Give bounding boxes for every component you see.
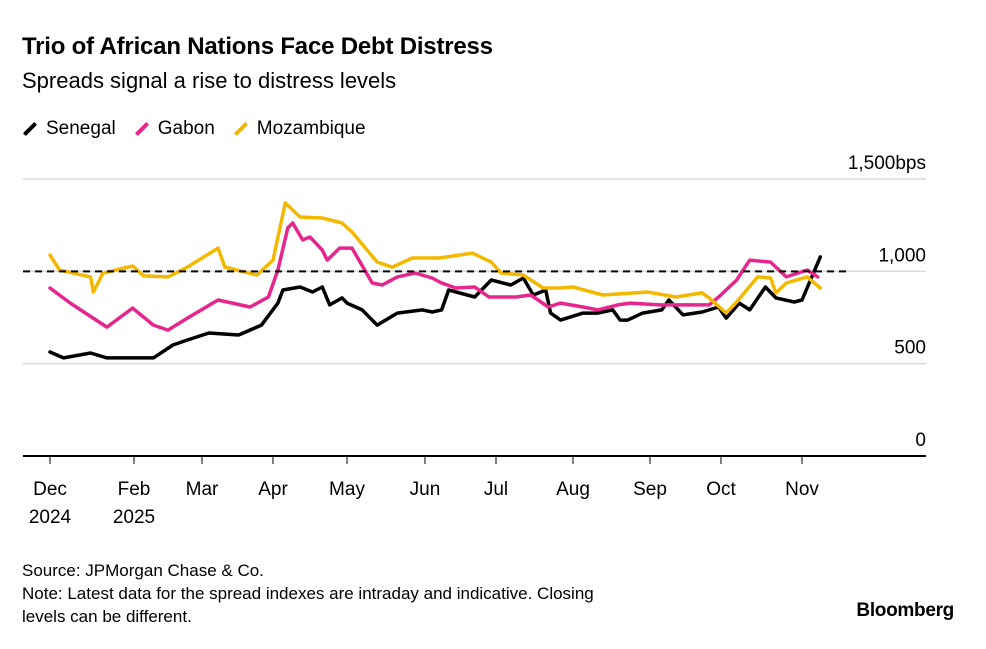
x-tick-label: Aug [556, 479, 590, 500]
chart-subtitle: Spreads signal a rise to distress levels [22, 68, 397, 93]
x-tick-label: Jun [410, 479, 441, 500]
x-tick-label: Oct [706, 479, 736, 500]
bloomberg-logo: Bloomberg [856, 600, 954, 621]
x-tick-label: Jul [484, 479, 508, 500]
x-tick-label: Dec [33, 479, 67, 500]
y-tick-label: 0 [915, 430, 926, 451]
x-tick-label: Mar [186, 479, 219, 500]
footnote-line-1: Note: Latest data for the spread indexes… [22, 584, 594, 603]
y-tick-label: 1,000 [878, 245, 926, 266]
x-tick-year-label: 2024 [29, 507, 72, 528]
series-line-mozambique [48, 201, 823, 315]
source-note: Source: JPMorgan Chase & Co. [22, 561, 264, 580]
x-tick-label: May [329, 479, 365, 500]
legend-item-mozambique: Mozambique [233, 118, 366, 140]
legend-item-gabon: Gabon [134, 118, 215, 140]
footnote-line-2: levels can be different. [22, 607, 192, 626]
x-tick-label: Apr [258, 479, 288, 500]
x-tick-year-label: 2025 [113, 507, 155, 528]
legend-label-senegal: Senegal [46, 118, 116, 139]
legend-label-mozambique: Mozambique [256, 118, 366, 139]
legend-label-gabon: Gabon [157, 118, 215, 139]
legend-item-senegal: Senegal [22, 118, 116, 140]
series-line-gabon [48, 221, 820, 332]
y-tick-label: 1,500bps [848, 153, 926, 174]
y-tick-label: 500 [894, 338, 926, 359]
x-tick-label: Sep [633, 479, 667, 500]
legend: Senegal Gabon Mozambique [22, 118, 366, 140]
chart-title: Trio of African Nations Face Debt Distre… [22, 33, 493, 60]
x-tick-label: Feb [118, 479, 151, 500]
x-tick-label: Nov [785, 479, 819, 500]
series-line-senegal [48, 255, 823, 360]
